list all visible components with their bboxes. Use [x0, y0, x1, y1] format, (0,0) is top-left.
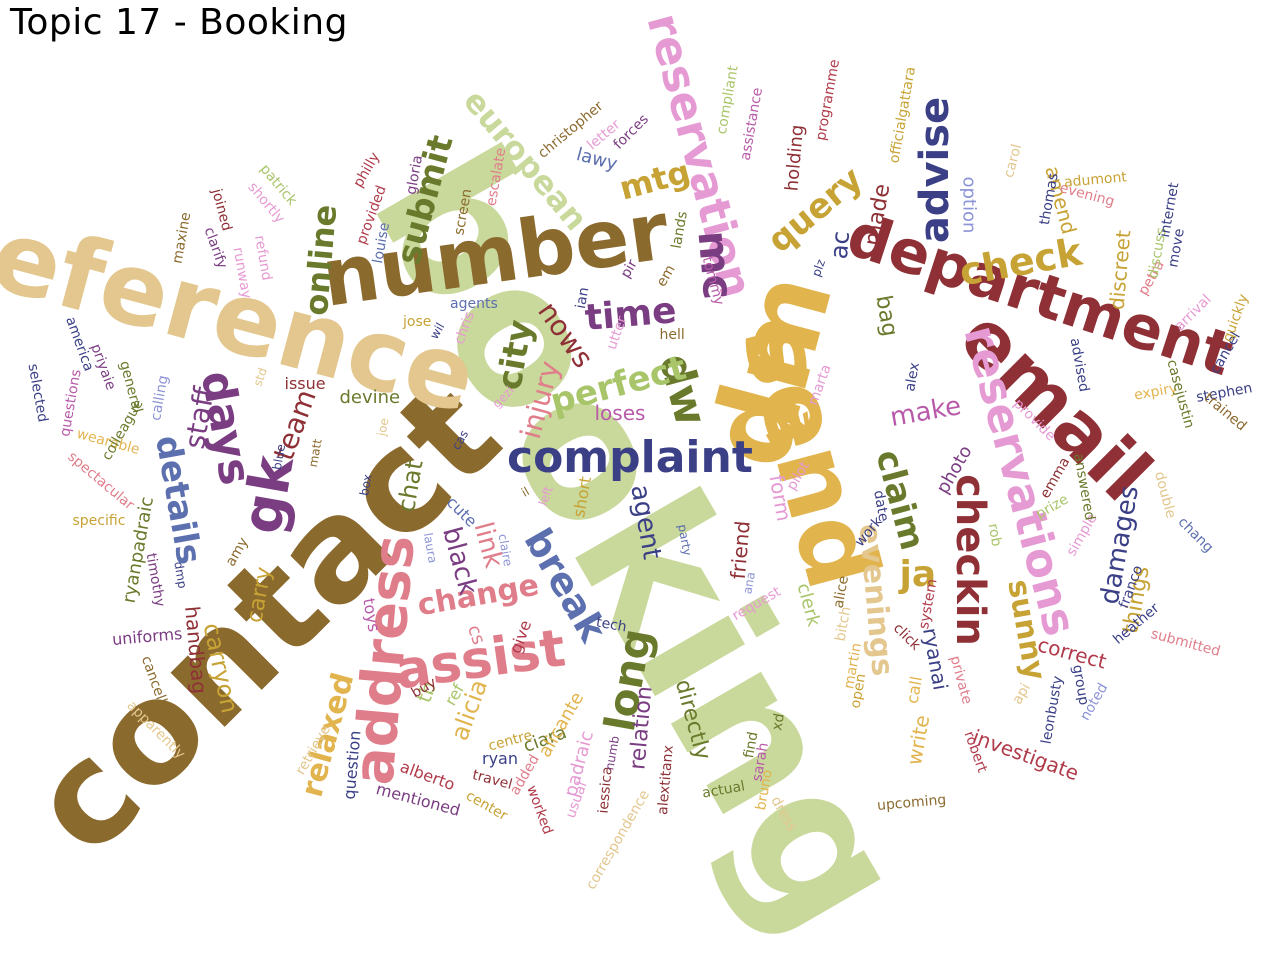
cloud-word: general	[115, 359, 145, 415]
cloud-word: option	[957, 176, 979, 234]
cloud-word: mtg	[615, 152, 695, 208]
cloud-word: write	[901, 713, 935, 767]
cloud-word: iessica	[595, 765, 616, 815]
cloud-word: box	[357, 473, 375, 497]
cloud-word: ryan	[482, 749, 518, 768]
cloud-word: hell	[659, 327, 685, 343]
cloud-word: loses	[594, 401, 646, 425]
cloud-word: ian	[572, 286, 592, 310]
cloud-word: lands	[668, 210, 691, 250]
cloud-word: jose	[403, 314, 432, 330]
cloud-word: holding	[780, 123, 808, 193]
cloud-word: private	[946, 654, 975, 706]
cloud-word: timothy	[142, 551, 168, 609]
cloud-word: worked	[522, 783, 556, 837]
cloud-word: joe	[374, 416, 392, 438]
cloud-word: ja	[899, 554, 937, 595]
cloud-word: find	[740, 730, 761, 760]
cloud-word: bag	[869, 293, 902, 339]
page-title: Topic 17 - Booking	[10, 2, 348, 43]
cloud-word: api	[1008, 680, 1034, 708]
cloud-word: call	[902, 674, 927, 706]
cloud-word: compliant	[713, 64, 742, 136]
cloud-word: numb	[601, 734, 622, 772]
cloud-word: investigate	[968, 724, 1082, 786]
cloud-word: agents	[450, 296, 498, 312]
cloud-word: bitch	[832, 605, 854, 643]
cloud-word: programme	[813, 58, 844, 142]
cloud-word: online	[296, 202, 344, 318]
cloud-word: dmp	[170, 560, 190, 590]
cloud-word: complaint	[507, 432, 753, 483]
cloud-word: submitted	[1148, 626, 1222, 660]
cloud-word: make	[887, 391, 963, 433]
cloud-word: spectacular	[63, 448, 137, 514]
cloud-word: alex	[901, 361, 923, 393]
cloud-word: ana	[740, 570, 758, 596]
cloud-word: xd	[768, 712, 788, 732]
cloud-word: calling	[148, 374, 172, 422]
cloud-word: plz	[808, 257, 828, 279]
cloud-word: chang	[1174, 514, 1216, 556]
cloud-word: checkin	[946, 474, 993, 646]
cloud-word: selected	[24, 362, 51, 424]
cloud-word: advise	[912, 96, 959, 244]
cloud-word: toys	[359, 596, 384, 634]
cloud-word: discreet	[1104, 229, 1136, 311]
cloud-word: leonbusty	[1038, 674, 1066, 746]
cloud-word: correspondence	[583, 787, 654, 893]
cloud-word: adumont	[1062, 169, 1127, 191]
cloud-word: details	[147, 432, 210, 568]
cloud-word: center	[462, 787, 510, 825]
word-cloud: booking contact reference send dm number email…	[0, 7, 1253, 967]
cloud-word: assistance	[737, 86, 767, 162]
cloud-word: double	[1150, 469, 1179, 521]
cloud-word: ac	[824, 229, 856, 261]
cloud-word: devine	[339, 387, 401, 408]
cloud-word: question	[339, 729, 365, 801]
cloud-word: specific	[72, 513, 126, 529]
cloud-word: rob	[984, 522, 1004, 548]
cloud-word: carol	[1000, 142, 1026, 180]
cloud-word: issue	[284, 374, 326, 393]
